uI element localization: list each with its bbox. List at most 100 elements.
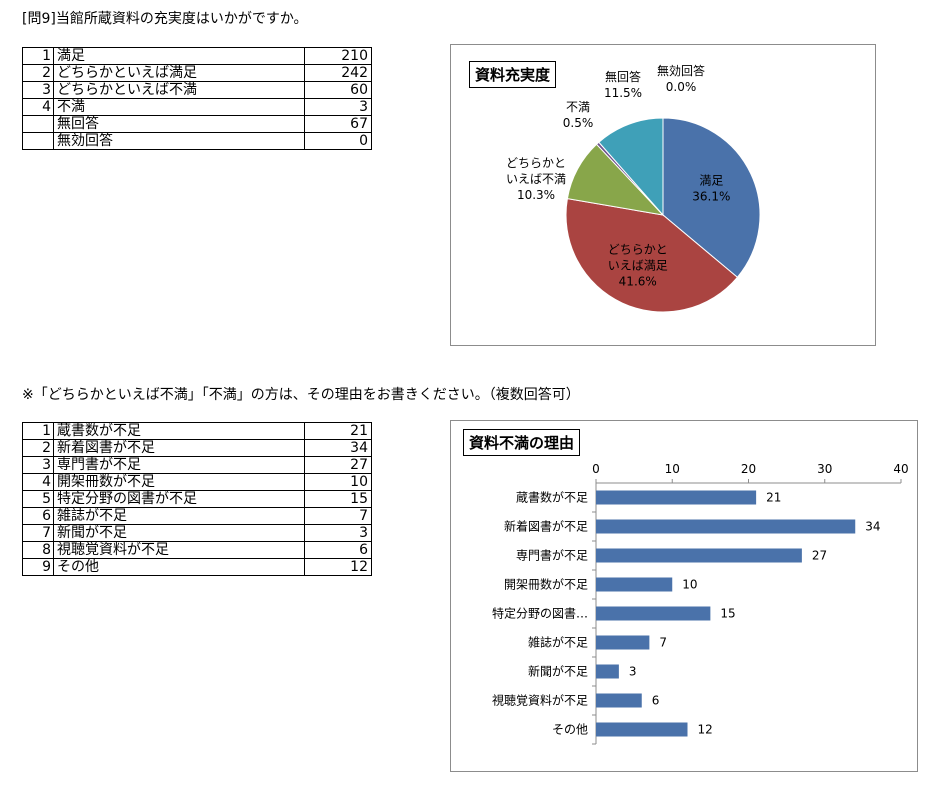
row-number: 9 (22, 558, 54, 576)
category-label: 視聴覚資料が不足 (492, 693, 588, 708)
row-number: 2 (22, 439, 54, 457)
reason-table-row: 8 視聴覚資料が不足 6 (22, 541, 372, 559)
row-number: 2 (22, 64, 54, 82)
pie-slice (598, 117, 664, 217)
row-number: 5 (22, 490, 54, 508)
row-label: 視聴覚資料が不足 (53, 541, 305, 559)
bar-value-label: 21 (766, 491, 781, 505)
pie-slice (565, 198, 739, 313)
row-label: 無効回答 (53, 132, 305, 150)
pie-chart-title: 資料充実度 (469, 61, 557, 88)
question-title: [問9]当館所蔵資料の充実度はいかがですか。 (22, 11, 308, 27)
reason-table-row: 2 新着図書が不足 34 (22, 439, 372, 457)
row-label: どちらかといえば不満 (53, 81, 305, 99)
row-number: 3 (22, 81, 54, 99)
reason-table-row: 6 雑誌が不足 7 (22, 507, 372, 525)
pie-data-label: どちらかといえば不満 10.3% (506, 156, 566, 202)
row-label: 雑誌が不足 (53, 507, 305, 525)
row-label: 不満 (53, 98, 305, 116)
bar (596, 693, 642, 708)
bar-value-label: 3 (629, 665, 637, 679)
bar (596, 577, 673, 592)
row-number: 1 (22, 47, 54, 65)
x-tick-label: 20 (741, 462, 756, 476)
row-label: 開架冊数が不足 (53, 473, 305, 491)
row-value: 0 (304, 132, 372, 150)
category-label: 蔵書数が不足 (516, 490, 588, 505)
pie-data-label: どちらかといえば満足 41.6% (608, 243, 668, 289)
category-label: 新着図書が不足 (504, 519, 588, 534)
bar-value-label: 7 (659, 636, 667, 650)
row-value: 12 (304, 558, 372, 576)
reason-table-row: 4 開架冊数が不足 10 (22, 473, 372, 491)
row-number: 4 (22, 473, 54, 491)
bar-value-label: 15 (720, 607, 735, 621)
bar (596, 722, 688, 737)
bar (596, 490, 757, 505)
satisfaction-table-row: 無回答 67 (22, 115, 372, 133)
bar-value-label: 27 (812, 549, 827, 563)
row-value: 21 (304, 422, 372, 440)
satisfaction-table-row: 4 不満 3 (22, 98, 372, 116)
category-label: その他 (552, 723, 588, 737)
row-number: 7 (22, 524, 54, 542)
row-value: 242 (304, 64, 372, 82)
row-value: 3 (304, 524, 372, 542)
reason-note: ※「どちらかといえば不満」「不満」の方は、その理由をお書きください。（複数回答可… (22, 387, 580, 403)
bar-value-label: 10 (682, 578, 697, 592)
pie-chart-panel: 資料充実度 満足 36.1% どちらかといえば満足 41.6% どちらかといえば不満 10… (450, 44, 876, 346)
satisfaction-table-row: 1 満足 210 (22, 47, 372, 65)
row-number (22, 132, 54, 150)
bar-chart-title: 資料不満の理由 (463, 429, 581, 456)
row-label: 新着図書が不足 (53, 439, 305, 457)
reason-table: 1 蔵書数が不足 21 2 新着図書が不足 34 3 専門書が不足 27 4 開架冊数が不足 10 5 特… (22, 422, 372, 576)
bar (596, 548, 802, 563)
row-value: 7 (304, 507, 372, 525)
bar-value-label: 34 (865, 520, 880, 534)
bar (596, 664, 619, 679)
row-value: 15 (304, 490, 372, 508)
reason-table-row: 3 専門書が不足 27 (22, 456, 372, 474)
bar-chart-panel: 資料不満の理由 0 10 20 30 40 蔵書数が不足 21 新着図書が不足 34 専門書が不足… (450, 420, 918, 772)
reason-table-row: 7 新聞が不足 3 (22, 524, 372, 542)
row-number: 1 (22, 422, 54, 440)
category-label: 特定分野の図書… (492, 606, 588, 621)
row-number: 6 (22, 507, 54, 525)
satisfaction-table-row: 無効回答 0 (22, 132, 372, 150)
row-value: 67 (304, 115, 372, 133)
bar (596, 606, 711, 621)
satisfaction-table-row: 2 どちらかといえば満足 242 (22, 64, 372, 82)
x-tick-label: 40 (893, 462, 908, 476)
satisfaction-table: 1 満足 210 2 どちらかといえば満足 242 3 どちらかといえば不満 60 4 不満 3 無回答… (22, 47, 372, 150)
row-label: 無回答 (53, 115, 305, 133)
bar (596, 635, 650, 650)
category-label: 専門書が不足 (516, 548, 588, 563)
category-label: 新聞が不足 (528, 664, 588, 679)
row-label: 蔵書数が不足 (53, 422, 305, 440)
pie-chart: 満足 36.1% どちらかといえば満足 41.6% どちらかといえば不満 10.3% 不満 0… (506, 63, 761, 313)
bar (596, 519, 856, 534)
row-number: 3 (22, 456, 54, 474)
row-value: 6 (304, 541, 372, 559)
row-label: 新聞が不足 (53, 524, 305, 542)
satisfaction-table-row: 3 どちらかといえば不満 60 (22, 81, 372, 99)
row-number: 8 (22, 541, 54, 559)
row-value: 210 (304, 47, 372, 65)
row-label: 専門書が不足 (53, 456, 305, 474)
x-tick-label: 30 (817, 462, 832, 476)
x-tick-label: 0 (592, 462, 600, 476)
row-value: 34 (304, 439, 372, 457)
row-label: その他 (53, 558, 305, 576)
row-number (22, 115, 54, 133)
pie-data-label: 無回答 11.5% (604, 69, 642, 100)
row-value: 10 (304, 473, 372, 491)
row-value: 3 (304, 98, 372, 116)
pie-data-label: 不満 0.5% (563, 100, 594, 130)
row-number: 4 (22, 98, 54, 116)
row-label: 満足 (53, 47, 305, 65)
pie-data-label: 満足 36.1% (692, 173, 730, 203)
pie-data-label: 無効回答 0.0% (657, 63, 705, 94)
bar-chart: 0 10 20 30 40 蔵書数が不足 21 新着図書が不足 34 専門書が不足 27 開架冊数が不… (492, 462, 909, 745)
reason-table-row: 5 特定分野の図書が不足 15 (22, 490, 372, 508)
row-label: 特定分野の図書が不足 (53, 490, 305, 508)
